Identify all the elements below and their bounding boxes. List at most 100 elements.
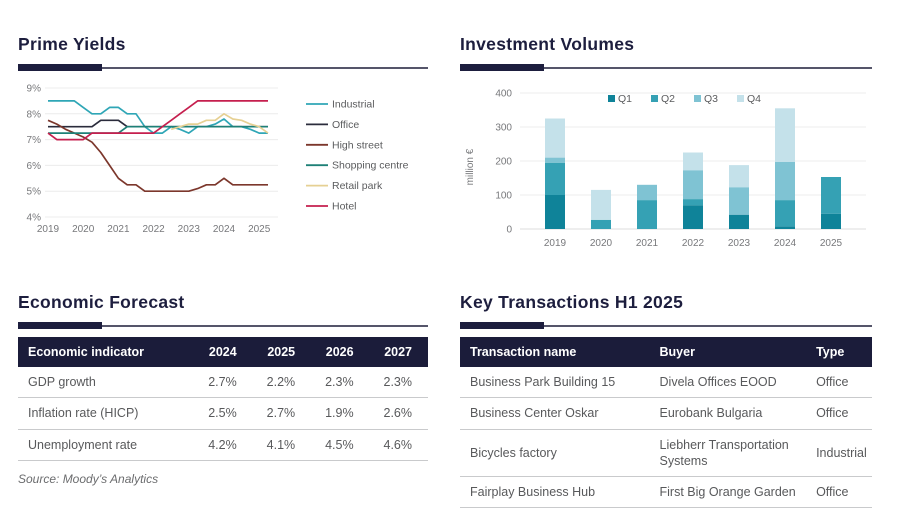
column-header: 2026 (311, 337, 370, 367)
y-axis-tick: 200 (495, 157, 512, 168)
y-axis-tick: 9% (27, 84, 42, 95)
legend-label: Shopping centre (332, 160, 409, 172)
x-axis-tick: 2021 (636, 238, 659, 249)
prime-yields-line-chart: 9% 8% 7% 6% 5% 4%2019 2020 2021 2022 2023 2024 2025… (27, 84, 409, 236)
table-row: Business Park Building 15 Divela Offices … (460, 367, 872, 399)
panel-prime-yields: Prime Yields 9% 8% 7% 6% 5% 4% 2019 2020 2021 202… (18, 34, 428, 242)
x-axis-tick: 2023 (178, 224, 201, 235)
transaction-name-cell: Business Park Building 15 (460, 367, 650, 399)
x-axis-tick: 2024 (774, 238, 797, 249)
panel-key-transactions: Key Transactions H1 2025 Transaction nam… (460, 292, 872, 509)
y-axis-tick: 300 (495, 123, 512, 134)
bar-segment-q2-2019 (545, 162, 565, 195)
legend-label: Q3 (704, 93, 718, 105)
type-cell: Office (806, 397, 872, 430)
rule-line (102, 324, 428, 327)
y-axis-tick: 5% (27, 187, 42, 198)
buyer-cell: Liebherr Transportation Systems (649, 429, 807, 477)
value-cell: 2.3% (369, 367, 428, 399)
rule-accent-bar (18, 322, 102, 329)
title-rule (460, 322, 872, 329)
table-row: GDP growth 2.7% 2.2% 2.3% 2.3% (18, 367, 428, 399)
value-cell: 2.5% (194, 397, 253, 430)
value-cell: 2.6% (369, 397, 428, 430)
legend-label: Q4 (747, 93, 761, 105)
legend-swatch (608, 95, 615, 102)
x-axis-tick: 2022 (682, 238, 705, 249)
type-cell: Office (806, 476, 872, 509)
x-axis-tick: 2021 (107, 224, 130, 235)
x-axis-tick: 2025 (248, 224, 271, 235)
buyer-cell: Divela Offices EOOD (649, 367, 807, 399)
value-cell: 2.2% (252, 367, 312, 399)
x-axis-tick: 2024 (213, 224, 236, 235)
legend-label: Q1 (618, 93, 632, 105)
table-row: Inflation rate (HICP) 2.5% 2.7% 1.9% 2.6% (18, 397, 428, 430)
investment-volumes-bar-chart: 0 100 200 300 400 million € Q1 Q2 Q3 Q4 2019 2020 20… (465, 89, 866, 249)
key-transactions-title: Key Transactions H1 2025 (460, 292, 684, 312)
bar-segment-q4-2019 (545, 118, 565, 158)
x-axis-tick: 2022 (142, 224, 165, 235)
line-series-retail-park (170, 112, 269, 134)
table-row: Bicycles factory Liebherr Transportation … (460, 429, 872, 477)
line-series-industrial (48, 100, 268, 134)
legend-swatch (694, 95, 701, 102)
bar-segment-q3-2021 (637, 184, 657, 201)
bar-segment-q2-2021 (637, 200, 657, 229)
value-cell: 4.1% (252, 429, 312, 461)
table-header-row: Transaction name Buyer Type (460, 337, 872, 367)
column-header: 2025 (252, 337, 312, 367)
rule-line (544, 66, 872, 69)
table-header-row: Economic indicator 2024 2025 2026 2027 (18, 337, 428, 367)
bar-segment-q2-2025 (821, 177, 841, 214)
legend-label: Industrial (332, 99, 375, 111)
bar-segment-q1-2024 (775, 226, 795, 229)
bar-segment-q2-2022 (683, 199, 703, 206)
buyer-cell: First Big Orange Garden (649, 476, 807, 509)
rule-line (544, 324, 872, 327)
title-rule (460, 64, 872, 71)
legend-swatch (737, 95, 744, 102)
column-header: Buyer (649, 337, 807, 367)
bar-segment-q3-2023 (729, 187, 749, 215)
x-axis-tick: 2025 (820, 238, 843, 249)
bar-segment-q3-2019 (545, 157, 565, 163)
prime-yields-title: Prime Yields (18, 34, 126, 54)
transaction-name-cell: Fairplay Business Hub (460, 476, 650, 509)
title-rule (18, 322, 428, 329)
value-cell: 4.5% (311, 429, 370, 461)
transaction-name-cell: Business Center Oskar (460, 397, 650, 430)
panel-economic-forecast: Economic Forecast Economic indicator 2024… (18, 292, 428, 486)
type-cell: Industrial (806, 429, 872, 477)
legend-label: Office (332, 119, 359, 131)
value-cell: 2.7% (252, 397, 312, 430)
x-axis-tick: 2020 (590, 238, 613, 249)
transaction-name-cell: Bicycles factory (460, 429, 650, 477)
bar-segment-q2-2024 (775, 200, 795, 227)
x-axis-tick: 2020 (72, 224, 95, 235)
legend-label: Hotel (332, 201, 357, 213)
y-axis-tick: 8% (27, 109, 42, 120)
source-note: Source: Moody’s Analytics (18, 471, 159, 486)
bar-segment-q1-2019 (545, 195, 565, 229)
line-series-hotel (47, 100, 268, 141)
economic-forecast-table: Economic indicator 2024 2025 2026 2027 GDP g… (18, 337, 428, 461)
column-header: Economic indicator (18, 337, 195, 367)
column-header: 2024 (194, 337, 253, 367)
line-series-office (48, 119, 268, 128)
x-axis-tick: 2019 (37, 224, 60, 235)
value-cell: 4.2% (194, 429, 253, 461)
table-row: Unemployment rate 4.2% 4.1% 4.5% 4.6% (18, 429, 428, 461)
value-cell: 4.6% (369, 429, 428, 461)
column-header: Type (806, 337, 872, 367)
bar-segment-q1-2023 (729, 214, 749, 229)
panel-investment-volumes: Investment Volumes 0 100 200 300 400 million … (460, 34, 872, 257)
bar-segment-q4-2023 (729, 165, 749, 188)
column-header: 2027 (369, 337, 428, 367)
x-axis-tick: 2019 (544, 238, 567, 249)
bar-segment-q4-2022 (683, 152, 703, 171)
x-axis-tick: 2023 (728, 238, 751, 249)
value-cell: 2.7% (194, 367, 253, 399)
rule-accent-bar (18, 64, 102, 71)
bar-segment-q1-2022 (683, 205, 703, 229)
